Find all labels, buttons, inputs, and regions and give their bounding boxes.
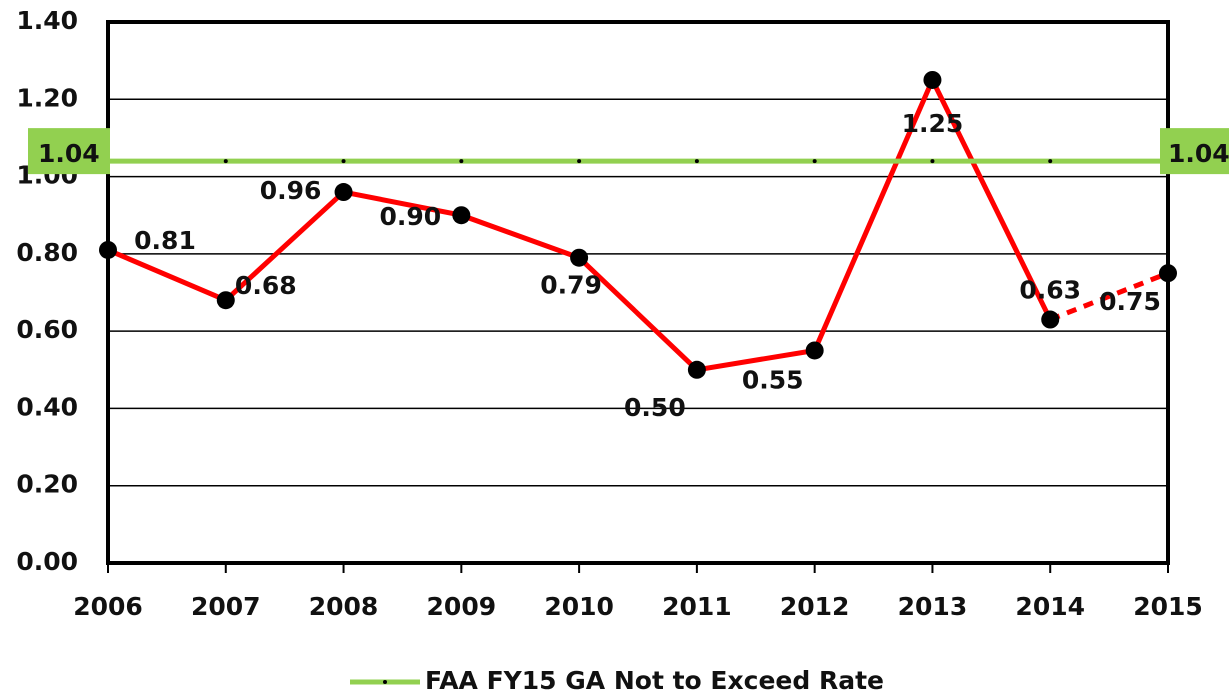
- x-tick-label: 2011: [662, 592, 732, 621]
- y-tick-label: 0.60: [16, 315, 78, 344]
- point: [577, 159, 582, 164]
- legend-marker: [383, 680, 387, 684]
- y-tick-label: 1.20: [16, 83, 78, 112]
- point: [459, 159, 464, 164]
- point: [812, 159, 817, 164]
- value-label: 1.04: [38, 139, 100, 168]
- point: [1041, 310, 1060, 329]
- value-label: 1.04: [1168, 139, 1229, 168]
- x-tick-label: 2014: [1015, 592, 1085, 621]
- value-label: 1.25: [902, 109, 964, 138]
- point: [687, 360, 706, 379]
- y-tick-label: 0.80: [16, 238, 78, 267]
- legend-label: FAA FY15 GA Not to Exceed Rate: [425, 666, 884, 694]
- point: [223, 159, 228, 164]
- point: [805, 341, 824, 360]
- point: [923, 70, 942, 89]
- y-tick-label: 0.40: [16, 392, 78, 421]
- x-tick-label: 2010: [544, 592, 614, 621]
- point: [341, 159, 346, 164]
- point: [99, 240, 117, 259]
- x-tick-label: 2012: [780, 592, 850, 621]
- value-label: 0.63: [1019, 276, 1081, 305]
- point: [930, 159, 935, 164]
- value-label: 0.90: [379, 202, 441, 231]
- value-label: 0.79: [540, 271, 602, 300]
- x-tick-label: 2009: [427, 592, 497, 621]
- value-label: 0.55: [742, 365, 804, 394]
- point: [570, 248, 589, 267]
- point: [452, 206, 471, 225]
- x-tick-label: 2015: [1133, 592, 1203, 621]
- point: [1159, 264, 1177, 283]
- value-label: 0.50: [624, 393, 686, 422]
- plot-border: [106, 20, 1170, 565]
- point: [1048, 159, 1053, 164]
- x-tick-label: 2013: [898, 592, 968, 621]
- value-label: 0.75: [1099, 287, 1161, 316]
- value-label: 0.96: [260, 176, 322, 205]
- x-tick-label: 2006: [73, 592, 143, 621]
- y-tick-label: 0.00: [16, 547, 78, 576]
- y-tick-label: 0.20: [16, 470, 78, 499]
- point: [216, 291, 235, 310]
- x-tick-label: 2007: [191, 592, 261, 621]
- x-tick-label: 2008: [309, 592, 379, 621]
- point: [694, 159, 699, 164]
- value-label: 0.81: [134, 226, 196, 255]
- y-tick-label: 1.40: [16, 6, 78, 35]
- value-label-box: [1160, 128, 1229, 175]
- point: [334, 183, 353, 202]
- value-label-box: [28, 128, 110, 175]
- series-line: [1049, 270, 1169, 322]
- value-label: 0.68: [235, 271, 297, 300]
